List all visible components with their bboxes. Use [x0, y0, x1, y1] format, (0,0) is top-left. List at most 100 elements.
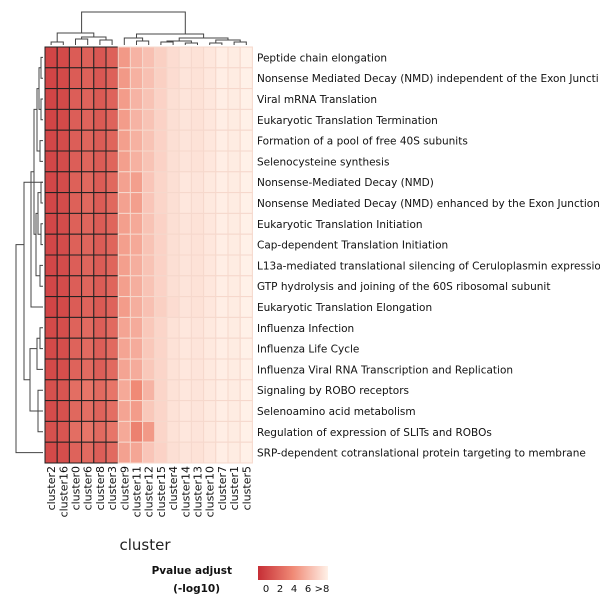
heatmap-cell	[68, 192, 83, 214]
heatmap-cell	[68, 441, 83, 464]
heatmap-cell	[129, 441, 144, 464]
heatmap-cell	[227, 212, 241, 235]
heatmap-cell	[56, 358, 70, 381]
dendrogram-branch	[99, 39, 113, 45]
dendrogram-branch	[184, 42, 198, 45]
heatmap-cell	[142, 379, 156, 402]
heatmap-cell	[166, 337, 180, 360]
heatmap-cell	[215, 420, 229, 443]
heatmap-cell	[56, 212, 70, 235]
heatmap-cell	[129, 88, 144, 110]
heatmap-cell	[44, 296, 58, 318]
heatmap-cell	[227, 171, 241, 194]
heatmap-cell	[178, 150, 192, 173]
legend: Pvalue adjust (-log10) 0 2 4 6 >8	[152, 565, 330, 595]
heatmap-cell	[44, 379, 58, 402]
heatmap-cell	[129, 358, 144, 381]
heatmap-cell	[166, 192, 180, 214]
heatmap-cell	[190, 212, 205, 235]
column-label: cluster16	[57, 466, 70, 517]
column-label: cluster2	[45, 466, 58, 510]
column-label: cluster14	[179, 466, 192, 517]
heatmap-cell	[190, 129, 205, 152]
heatmap-cell	[81, 296, 95, 318]
heatmap-cell	[117, 254, 131, 277]
heatmap-cell	[142, 296, 156, 318]
heatmap-cell	[129, 400, 144, 422]
heatmap-cell	[68, 400, 83, 422]
heatmap-cell	[68, 212, 83, 235]
heatmap-cell	[203, 129, 217, 152]
heatmap-cell	[154, 358, 168, 381]
heatmap-cell	[117, 88, 131, 110]
heatmap-cell	[215, 358, 229, 381]
heatmap-cell	[239, 171, 253, 194]
row-dendrogram	[15, 56, 43, 454]
legend-ticks: 0 2 4 6 >8	[263, 584, 330, 595]
heatmap-cell	[81, 316, 95, 339]
column-label: cluster13	[192, 466, 205, 517]
heatmap-cell	[215, 212, 229, 235]
heatmap-cell	[81, 275, 95, 298]
heatmap-cell	[178, 275, 192, 298]
heatmap-cell	[117, 108, 131, 131]
heatmap-cell	[166, 420, 180, 443]
heatmap-cell	[68, 316, 83, 339]
heatmap-cell	[93, 67, 107, 90]
heatmap-cell	[117, 420, 131, 443]
heatmap-cell	[117, 275, 131, 298]
heatmap-cell	[117, 129, 131, 152]
heatmap-cell	[142, 254, 156, 277]
row-label: Regulation of expression of SLITs and RO…	[257, 427, 492, 439]
heatmap-cell	[239, 129, 253, 152]
heatmap-cell	[178, 296, 192, 318]
heatmap-cell	[190, 275, 205, 298]
heatmap-cell	[44, 316, 58, 339]
heatmap-cell	[203, 67, 217, 90]
heatmap-cell	[178, 212, 192, 235]
heatmap-cell	[81, 379, 95, 402]
heatmap-cell	[154, 400, 168, 422]
dendrogram-branch	[56, 32, 95, 42]
heatmap-cell	[166, 67, 180, 90]
column-label: cluster12	[143, 466, 156, 517]
heatmap-cell	[154, 254, 168, 277]
heatmap-cell	[44, 212, 58, 235]
heatmap-cell	[178, 441, 192, 464]
heatmap-cell	[239, 88, 253, 110]
heatmap-cell	[166, 316, 180, 339]
heatmap-cell	[203, 358, 217, 381]
heatmap-cell	[239, 441, 253, 464]
heatmap-cell	[227, 296, 241, 318]
dendrogram-branch	[40, 181, 43, 204]
heatmap-cell	[142, 400, 156, 422]
heatmap-cell	[105, 420, 119, 443]
heatmap-cell	[117, 400, 131, 422]
heatmap-cell	[142, 358, 156, 381]
heatmap-cell	[215, 337, 229, 360]
heatmap-cell	[105, 212, 119, 235]
heatmap-cell	[105, 441, 119, 464]
heatmap-cell	[93, 129, 107, 152]
dendrogram-branch	[136, 40, 150, 45]
heatmap-cell	[44, 400, 58, 422]
heatmap-cell	[129, 379, 144, 402]
heatmap-cell	[190, 88, 205, 110]
heatmap-cell	[239, 150, 253, 173]
heatmap-cell	[215, 46, 229, 69]
heatmap-cell	[129, 67, 144, 90]
heatmap-cell	[203, 192, 217, 214]
heatmap-cell	[68, 150, 83, 173]
heatmap-cell	[239, 296, 253, 318]
heatmap-cell	[203, 275, 217, 298]
heatmap-cell	[56, 46, 70, 69]
heatmap-cell	[166, 212, 180, 235]
row-label: Viral mRNA Translation	[257, 94, 377, 106]
heatmap-cell	[166, 379, 180, 402]
heatmap-cell	[215, 171, 229, 194]
heatmap-cell	[56, 233, 70, 256]
legend-tick-label: 4	[291, 584, 297, 595]
heatmap-cell	[117, 316, 131, 339]
heatmap-cell	[93, 88, 107, 110]
heatmap-cell	[154, 46, 168, 69]
